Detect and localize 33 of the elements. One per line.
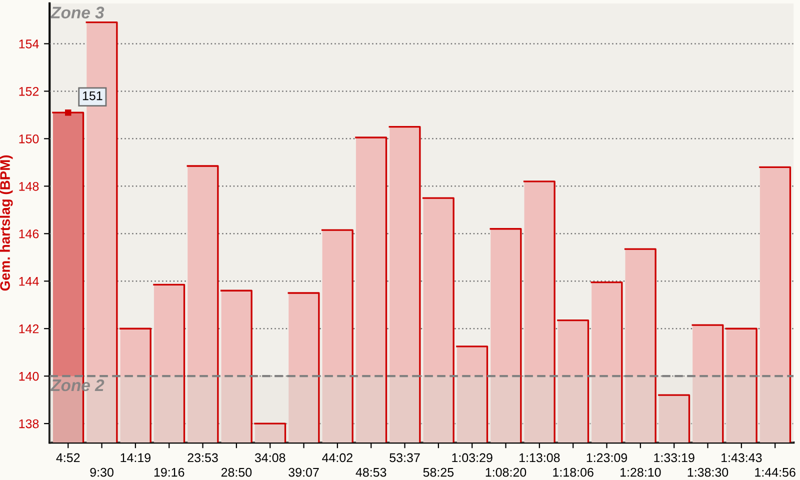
x-tick-label: 1:08:20: [486, 468, 526, 477]
x-tick-label: 58:25: [423, 468, 454, 477]
x-tick-label: 9:30: [90, 468, 114, 477]
y-tick-label: 146: [19, 229, 39, 238]
x-tick-label: 39:07: [288, 468, 319, 477]
y-tick-label: 150: [19, 134, 39, 144]
x-tick-label: 4:52: [56, 453, 80, 462]
x-tick-label: 1:38:30: [688, 468, 728, 477]
x-tick-label: 28:50: [221, 468, 252, 477]
x-tick-label: 44:02: [322, 453, 352, 462]
y-tick-label: 142: [19, 324, 39, 334]
x-tick-label: 23:53: [188, 453, 218, 462]
x-tick-label: 19:16: [154, 468, 184, 477]
y-axis-title: Gem. hartslag (BPM): [0, 155, 13, 291]
x-tick-label: 1:33:19: [654, 453, 694, 462]
x-tick-label: 48:53: [356, 468, 386, 477]
x-tick-label: 34:08: [254, 453, 286, 462]
x-tick-label: 1:43:43: [722, 453, 762, 462]
y-tick-label: 140: [19, 372, 39, 381]
y-tick-label: 148: [19, 182, 39, 191]
y-tick-label: 144: [19, 277, 39, 286]
x-tick-label: 1:44:56: [755, 468, 796, 477]
x-tick-label: 1:23:09: [586, 453, 628, 462]
y-tick-label: 154: [19, 40, 39, 48]
x-tick-label: 1:13:08: [520, 453, 560, 462]
x-tick-label: 1:03:29: [452, 453, 492, 462]
x-tick-label: 14:19: [120, 453, 150, 462]
x-tick-label: 1:18:06: [553, 468, 594, 477]
x-tick-label: 1:28:10: [620, 468, 661, 477]
x-tick-label: 53:37: [390, 453, 420, 462]
annotation: 151: [82, 91, 102, 100]
y-tick-label: 138: [19, 419, 39, 428]
y-tick-label: 152: [19, 87, 39, 96]
